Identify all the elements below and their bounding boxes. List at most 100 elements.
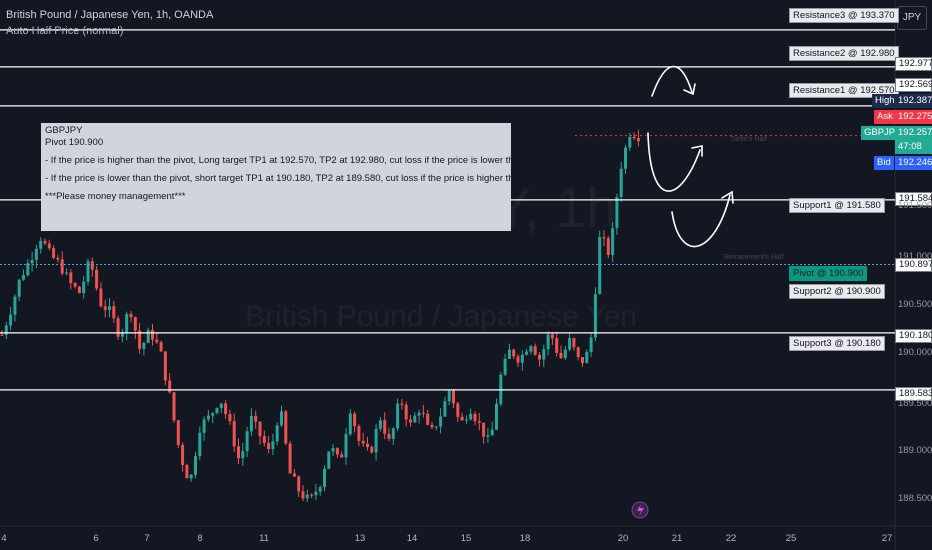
arrow-pullback-long — [647, 132, 701, 192]
candle-body — [323, 468, 326, 487]
candle-body — [589, 337, 593, 352]
candle-body — [168, 380, 172, 393]
candle-body — [271, 441, 275, 449]
candle-body — [520, 354, 524, 363]
candle-body — [611, 228, 615, 255]
candle-body — [103, 306, 107, 311]
candle-body — [194, 456, 197, 475]
candle-body — [391, 428, 395, 439]
price-tick: 188.500 — [898, 493, 932, 504]
candle-body — [77, 286, 81, 293]
arrow-pullback-long-head — [691, 145, 703, 157]
candle-body — [344, 434, 348, 458]
candle-body — [65, 272, 68, 274]
time-tick: 15 — [460, 533, 472, 544]
currency-button[interactable]: JPY — [897, 6, 927, 30]
price-tick: 190.000 — [898, 347, 932, 358]
candle-body — [34, 248, 38, 260]
ask-tag: Ask — [874, 110, 896, 124]
price-tick: 190.500 — [898, 299, 932, 310]
candle-body — [60, 259, 64, 274]
candle-body — [82, 281, 86, 293]
candle-body — [490, 429, 494, 436]
candle-body — [254, 415, 258, 422]
candle-body — [26, 263, 30, 276]
candle-body — [529, 346, 533, 352]
candle-body — [335, 448, 339, 455]
indicator-label[interactable]: Auto Half Price (normal) — [6, 25, 124, 37]
high-tag: High — [872, 94, 898, 108]
candle-body — [292, 473, 296, 477]
ask-value: 192.275 — [895, 110, 932, 124]
candle-body — [606, 238, 610, 255]
candle-body — [357, 426, 361, 441]
candle-body — [456, 403, 460, 417]
resistance2-label[interactable]: Resistance2 @ 192.980 — [789, 46, 899, 61]
candle-body — [275, 425, 279, 442]
candle-body — [206, 415, 210, 420]
time-tick: 22 — [725, 533, 737, 544]
arrow-dip-long-head — [721, 190, 734, 204]
candle-body — [366, 443, 369, 448]
candle-body — [73, 283, 77, 287]
candle-body — [258, 421, 262, 437]
arrow-up-continuation — [651, 65, 693, 97]
candle-body — [43, 240, 47, 244]
candle-body — [516, 356, 520, 363]
candle-body — [559, 352, 563, 359]
candle-body — [417, 412, 421, 416]
candle-body — [155, 339, 159, 343]
analysis-note: GBPJPY Pivot 190.900 - If the price is h… — [41, 123, 565, 231]
support3-label[interactable]: Support3 @ 190.180 — [789, 336, 885, 351]
candle-body — [138, 330, 142, 349]
candle-body — [460, 416, 464, 421]
candle-body — [512, 349, 516, 357]
high-value: 192.387 — [895, 94, 932, 108]
candle-body — [404, 404, 408, 420]
candle-body — [314, 491, 318, 496]
pivot-label[interactable]: Pivot @ 190.900 — [789, 266, 868, 281]
candle-body — [262, 436, 266, 444]
candle-body — [396, 403, 400, 429]
candle-body — [353, 413, 357, 427]
candle-body — [421, 412, 425, 414]
candle-body — [297, 476, 301, 492]
lightning-glyph — [637, 504, 644, 516]
ghost-label-mid: Retracement's Half — [724, 254, 784, 261]
symbol-tag: GBPJPY — [861, 126, 905, 140]
candle-body — [56, 257, 60, 260]
chart-title[interactable]: British Pound / Japanese Yen, 1h, OANDA — [6, 9, 214, 21]
support2-label[interactable]: Support2 @ 190.900 — [789, 284, 885, 299]
candle-body — [486, 435, 490, 437]
candle-body — [151, 329, 154, 340]
time-tick: 11 — [259, 533, 269, 544]
candle-body — [378, 420, 382, 429]
candle-body — [503, 358, 507, 375]
candle-body — [387, 433, 391, 439]
candle-body — [280, 411, 283, 426]
candle-body — [542, 349, 546, 360]
candle-body — [568, 338, 572, 350]
candle-body — [469, 413, 473, 420]
candle-body — [241, 451, 245, 459]
note-line: GBPJPY — [45, 125, 83, 136]
price-line-label: 190.180 — [895, 329, 932, 343]
candle-body — [129, 313, 133, 318]
price-tick: 189.500 — [898, 398, 932, 409]
last-price-value: 192.257 — [895, 126, 932, 140]
candle-body — [546, 334, 550, 350]
candle-body — [125, 313, 129, 333]
candle-body — [482, 422, 486, 437]
candle-body — [52, 248, 56, 258]
time-tick: 4 — [1, 533, 7, 544]
candle-body — [430, 424, 434, 428]
support1-label[interactable]: Support1 @ 191.580 — [789, 198, 885, 213]
note-line: Pivot 190.900 — [45, 137, 104, 148]
candle-body — [301, 491, 305, 499]
candle-body — [439, 416, 443, 427]
resistance3-label[interactable]: Resistance3 @ 193.370 — [789, 8, 899, 23]
candle-body — [39, 240, 43, 249]
candle-body — [628, 136, 632, 148]
